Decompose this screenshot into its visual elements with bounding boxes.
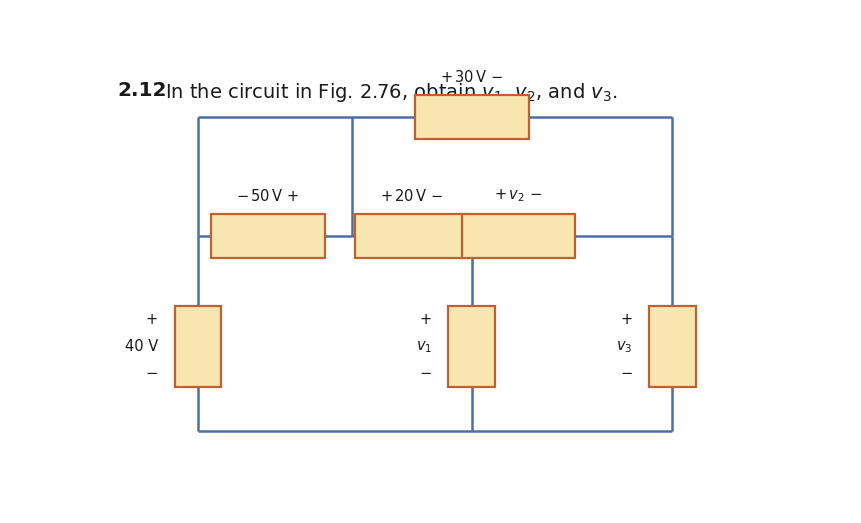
- Text: −: −: [419, 366, 431, 381]
- Text: −: −: [146, 366, 158, 381]
- Text: 40 V: 40 V: [125, 339, 158, 354]
- Text: $v_1$: $v_1$: [415, 339, 431, 355]
- Text: +: +: [419, 312, 431, 327]
- Text: −: −: [619, 366, 631, 381]
- Text: +: +: [146, 312, 158, 327]
- Text: In the circuit in Fig. 2.76, obtain $v_1$, $v_2$, and $v_3$.: In the circuit in Fig. 2.76, obtain $v_1…: [164, 81, 616, 104]
- Text: $v_3$: $v_3$: [615, 339, 631, 355]
- Text: $+\,20\,\mathrm{V}\,-$: $+\,20\,\mathrm{V}\,-$: [380, 188, 443, 204]
- Bar: [174, 306, 221, 387]
- Bar: [355, 214, 468, 258]
- Text: $+\,v_2\,-$: $+\,v_2\,-$: [494, 187, 542, 204]
- Text: +: +: [619, 312, 631, 327]
- Text: 2.12: 2.12: [118, 81, 167, 100]
- Text: $+\,30\,\mathrm{V}\,-$: $+\,30\,\mathrm{V}\,-$: [439, 69, 503, 85]
- Bar: [211, 214, 325, 258]
- Bar: [415, 95, 528, 139]
- Bar: [448, 306, 495, 387]
- Bar: [461, 214, 575, 258]
- Bar: [648, 306, 695, 387]
- Text: $-\,50\,\mathrm{V}\,+$: $-\,50\,\mathrm{V}\,+$: [236, 188, 300, 204]
